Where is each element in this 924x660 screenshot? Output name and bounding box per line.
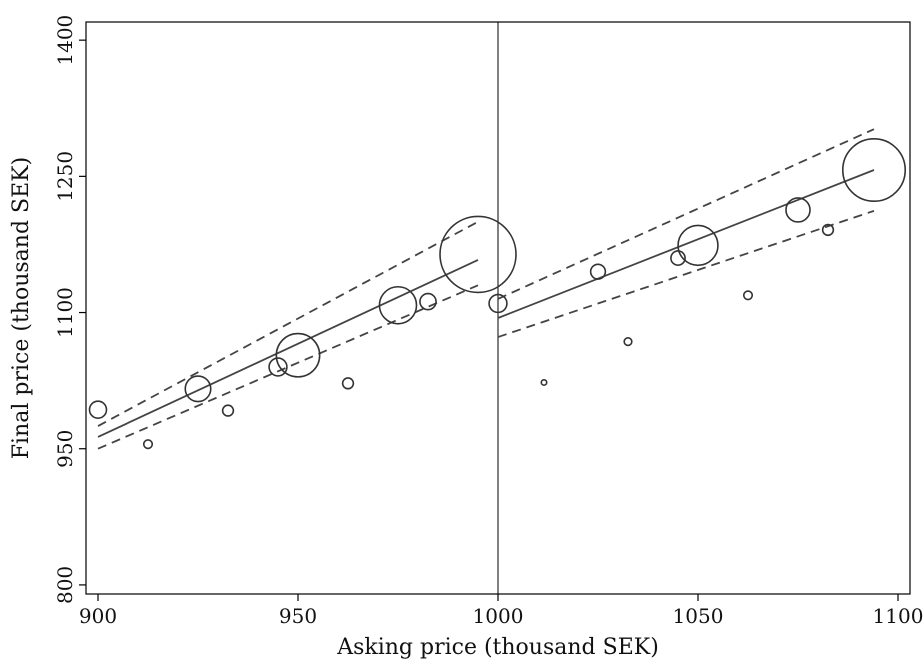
x-tick-label: 1100 bbox=[873, 604, 924, 628]
data-point bbox=[623, 336, 633, 347]
data-point bbox=[184, 375, 212, 403]
data-point bbox=[378, 285, 418, 325]
x-tick-label: 900 bbox=[79, 604, 117, 628]
y-axis: 800 950 1100 1250 1400 bbox=[53, 15, 86, 604]
y-tick-label: 800 bbox=[53, 566, 77, 604]
y-tick-label: 1100 bbox=[53, 287, 77, 338]
data-point bbox=[821, 223, 835, 237]
data-point bbox=[785, 197, 811, 223]
data-point bbox=[268, 357, 288, 377]
y-tick-label: 1400 bbox=[53, 15, 77, 66]
data-point bbox=[419, 292, 437, 311]
data-point bbox=[221, 404, 235, 417]
data-point bbox=[540, 378, 548, 386]
y-axis-title: Final price (thousand SEK) bbox=[9, 157, 34, 459]
data-point bbox=[341, 377, 355, 390]
data-point bbox=[142, 439, 154, 450]
plot-marks bbox=[88, 22, 907, 594]
data-point bbox=[670, 250, 686, 266]
ci-upper-right bbox=[497, 128, 875, 300]
data-point bbox=[841, 137, 907, 203]
x-tick-label: 950 bbox=[279, 604, 317, 628]
data-point bbox=[742, 290, 754, 301]
data-point bbox=[439, 215, 517, 294]
ci-lower-right bbox=[497, 209, 875, 338]
data-point bbox=[677, 224, 719, 267]
data-point bbox=[88, 400, 108, 419]
fit-line-left bbox=[97, 259, 479, 438]
data-point bbox=[589, 263, 607, 280]
ci-lower-left bbox=[97, 284, 479, 450]
ci-upper-left bbox=[97, 220, 479, 427]
x-axis-title: Asking price (thousand SEK) bbox=[336, 635, 659, 660]
y-tick-label: 1250 bbox=[53, 151, 77, 202]
data-point bbox=[488, 293, 508, 314]
y-tick-label: 950 bbox=[53, 430, 77, 468]
x-axis: 900 950 1000 1050 1100 bbox=[79, 594, 924, 628]
data-point bbox=[275, 332, 321, 378]
x-tick-label: 1000 bbox=[473, 604, 524, 628]
fit-line-right bbox=[497, 169, 875, 319]
x-tick-label: 1050 bbox=[673, 604, 724, 628]
